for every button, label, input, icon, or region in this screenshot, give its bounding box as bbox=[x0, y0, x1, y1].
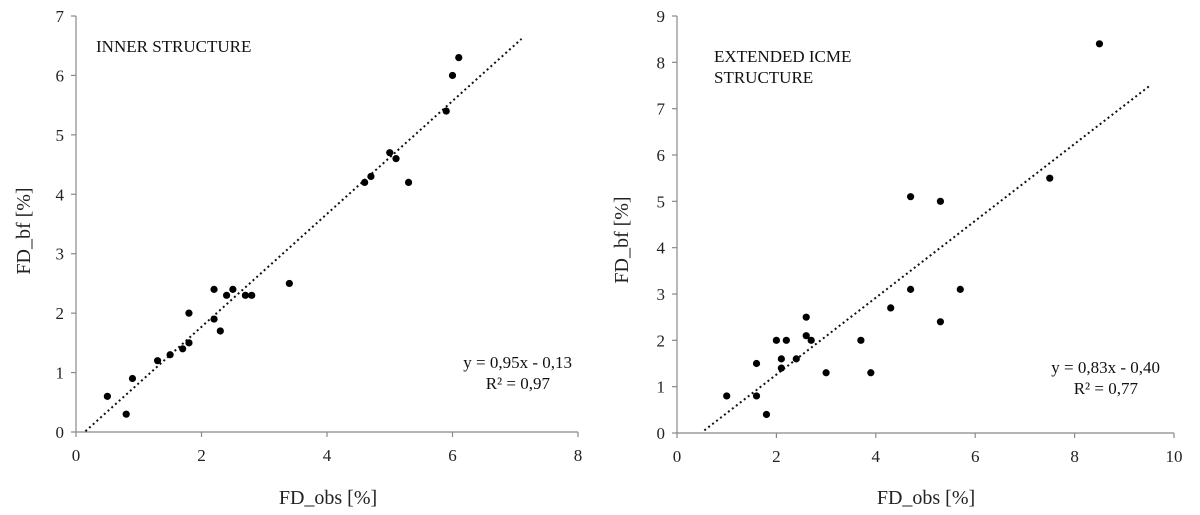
data-point bbox=[185, 309, 193, 317]
data-point bbox=[936, 318, 945, 326]
trend-equation: y = 0,95x - 0,13 bbox=[463, 353, 572, 372]
data-point bbox=[723, 392, 731, 400]
data-point bbox=[455, 54, 463, 62]
data-point bbox=[887, 304, 895, 312]
y-tick-label: 9 bbox=[657, 7, 666, 26]
data-point bbox=[956, 285, 964, 293]
y-tick-label: 1 bbox=[657, 378, 666, 397]
x-tick-label: 8 bbox=[574, 446, 583, 465]
data-point bbox=[792, 355, 800, 363]
y-tick-label: 4 bbox=[56, 185, 65, 204]
trend-equation: y = 0,83x - 0,40 bbox=[1051, 358, 1160, 377]
data-point bbox=[128, 374, 137, 383]
data-point bbox=[210, 315, 218, 323]
data-point bbox=[1046, 174, 1054, 182]
data-point bbox=[185, 339, 193, 347]
x-tick-label: 10 bbox=[1166, 447, 1183, 466]
x-tick-label: 0 bbox=[673, 447, 682, 466]
y-tick-label: 1 bbox=[56, 364, 65, 383]
panel-label-line-1: EXTENDED ICME bbox=[714, 47, 851, 66]
data-point bbox=[906, 285, 915, 293]
y-tick-label: 6 bbox=[56, 66, 65, 85]
y-tick-label: 5 bbox=[657, 192, 666, 211]
x-tick-label: 8 bbox=[1070, 447, 1079, 466]
y-tick-label: 7 bbox=[657, 100, 666, 119]
data-point bbox=[762, 410, 771, 419]
y-tick-label: 6 bbox=[657, 146, 666, 165]
data-point bbox=[122, 410, 130, 418]
data-point bbox=[392, 155, 400, 163]
data-point bbox=[1095, 40, 1104, 48]
x-axis-title: FD_obs [%] bbox=[279, 487, 377, 509]
data-point bbox=[807, 336, 815, 344]
y-tick-label: 2 bbox=[657, 331, 666, 350]
data-point bbox=[822, 369, 830, 377]
y-tick-label: 8 bbox=[657, 53, 666, 72]
data-point bbox=[216, 327, 224, 335]
data-point bbox=[936, 197, 945, 205]
trend-r-squared: R² = 0,97 bbox=[486, 374, 551, 393]
trend-r-squared: R² = 0,77 bbox=[1074, 379, 1139, 398]
data-point bbox=[772, 336, 781, 344]
y-tick-label: 0 bbox=[56, 423, 65, 442]
data-point bbox=[367, 172, 375, 181]
data-point bbox=[166, 351, 174, 359]
trendline bbox=[703, 85, 1150, 432]
data-point bbox=[777, 355, 785, 363]
data-point bbox=[777, 364, 785, 372]
data-point bbox=[867, 369, 875, 377]
data-point bbox=[248, 291, 256, 299]
y-tick-label: 5 bbox=[56, 126, 65, 145]
data-point bbox=[229, 285, 237, 293]
y-tick-label: 0 bbox=[657, 424, 666, 443]
data-point bbox=[223, 291, 231, 299]
data-point bbox=[285, 279, 293, 288]
panel-label-line-2: STRUCTURE bbox=[714, 68, 813, 87]
data-point bbox=[103, 392, 111, 400]
data-point bbox=[857, 336, 865, 344]
x-axis-title: FD_obs [%] bbox=[877, 487, 975, 509]
data-point bbox=[752, 359, 761, 368]
panel-label: INNER STRUCTURE bbox=[96, 37, 251, 56]
data-point bbox=[442, 107, 450, 115]
data-point bbox=[241, 291, 250, 299]
data-point bbox=[802, 313, 810, 321]
data-point bbox=[386, 149, 394, 157]
y-axis-title: FD_bf [%] bbox=[611, 196, 633, 283]
data-point bbox=[906, 193, 915, 201]
data-point bbox=[782, 336, 790, 344]
x-tick-label: 2 bbox=[197, 446, 206, 465]
data-point bbox=[210, 285, 218, 293]
data-point bbox=[153, 357, 162, 365]
data-point bbox=[361, 178, 369, 186]
y-tick-label: 3 bbox=[56, 245, 65, 264]
x-tick-label: 6 bbox=[971, 447, 980, 466]
panel-inner-structure: INNER STRUCTURE y = 0,95x - 0,13 R² = 0,… bbox=[13, 7, 582, 509]
y-tick-label: 2 bbox=[56, 304, 65, 323]
data-point bbox=[448, 71, 457, 80]
panel-extended-icme-structure: EXTENDED ICME STRUCTURE y = 0,83x - 0,40… bbox=[611, 7, 1183, 509]
x-tick-label: 0 bbox=[72, 446, 81, 465]
x-tick-label: 6 bbox=[448, 446, 457, 465]
y-tick-label: 7 bbox=[56, 7, 65, 26]
y-tick-label: 4 bbox=[657, 239, 666, 258]
x-tick-label: 4 bbox=[323, 446, 332, 465]
data-point bbox=[404, 178, 413, 186]
x-tick-label: 4 bbox=[872, 447, 881, 466]
trendline bbox=[84, 38, 523, 433]
data-point bbox=[179, 345, 187, 353]
x-tick-label: 2 bbox=[772, 447, 781, 466]
y-axis-title: FD_bf [%] bbox=[13, 187, 35, 274]
data-point bbox=[802, 332, 810, 340]
data-point bbox=[752, 392, 761, 400]
y-tick-label: 3 bbox=[657, 285, 666, 304]
